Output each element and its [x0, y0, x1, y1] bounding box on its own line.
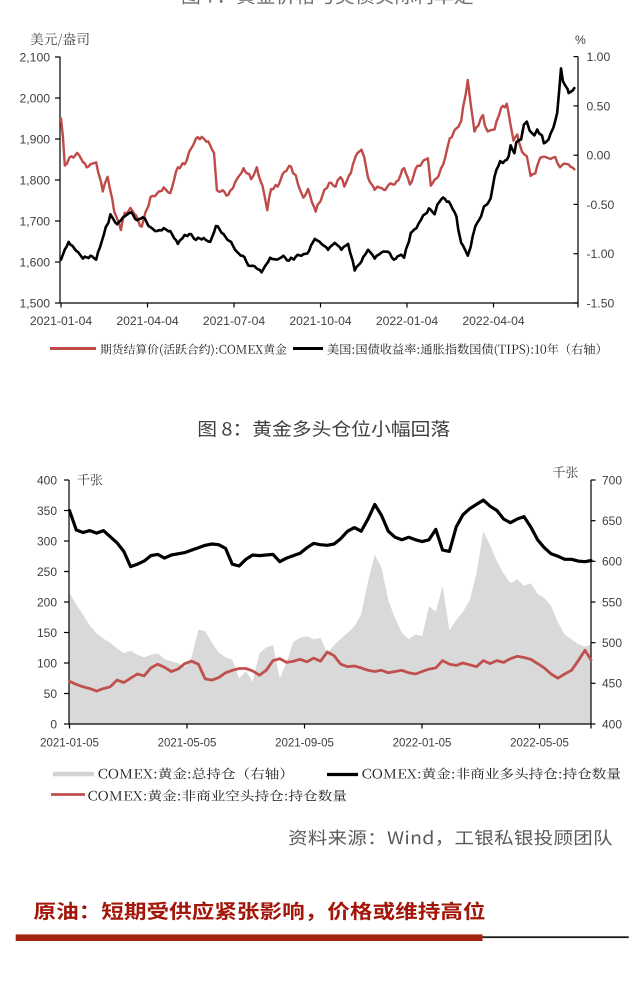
svg-text:2,100: 2,100	[20, 50, 51, 64]
svg-text:2022-01-04: 2022-01-04	[376, 314, 439, 328]
svg-text:350: 350	[37, 504, 57, 518]
svg-text:1,800: 1,800	[20, 173, 51, 187]
svg-text:2021-01-04: 2021-01-04	[30, 314, 93, 328]
svg-text:2021-05-05: 2021-05-05	[158, 738, 217, 750]
svg-text:100: 100	[37, 656, 57, 670]
svg-text:400: 400	[37, 473, 57, 487]
svg-text:600: 600	[602, 555, 622, 569]
svg-text:300: 300	[37, 534, 57, 548]
svg-text:2,000: 2,000	[20, 91, 51, 105]
svg-text:2021-10-04: 2021-10-04	[289, 314, 352, 328]
svg-text:550: 550	[602, 595, 622, 609]
svg-text:650: 650	[602, 514, 622, 528]
svg-text:200: 200	[37, 595, 57, 609]
svg-text:1,600: 1,600	[20, 255, 51, 269]
svg-text:-1.00: -1.00	[587, 247, 615, 261]
svg-text:1,700: 1,700	[20, 214, 51, 228]
svg-text:50: 50	[44, 687, 58, 701]
svg-text:500: 500	[602, 636, 622, 650]
svg-text:2022-04-04: 2022-04-04	[462, 314, 525, 328]
svg-text:0.50: 0.50	[587, 99, 611, 113]
svg-text:400: 400	[602, 717, 622, 731]
svg-text:2021-09-05: 2021-09-05	[275, 738, 334, 750]
svg-text:700: 700	[602, 473, 622, 487]
svg-text:1,900: 1,900	[20, 132, 51, 146]
svg-text:-1.50: -1.50	[587, 296, 615, 310]
svg-text:0: 0	[50, 717, 57, 731]
svg-text:2022-05-05: 2022-05-05	[510, 738, 569, 750]
svg-text:0.00: 0.00	[587, 149, 611, 163]
svg-text:2021-01-05: 2021-01-05	[40, 738, 99, 750]
svg-text:2021-07-04: 2021-07-04	[203, 314, 266, 328]
svg-text:2021-04-04: 2021-04-04	[116, 314, 179, 328]
svg-text:450: 450	[602, 677, 622, 691]
svg-text:-0.50: -0.50	[587, 198, 615, 212]
svg-text:1,500: 1,500	[20, 296, 51, 310]
svg-text:1.00: 1.00	[587, 50, 611, 64]
svg-text:2022-01-05: 2022-01-05	[393, 738, 452, 750]
svg-text:250: 250	[37, 565, 57, 579]
svg-text:150: 150	[37, 626, 57, 640]
svg-text:%: %	[575, 33, 586, 47]
